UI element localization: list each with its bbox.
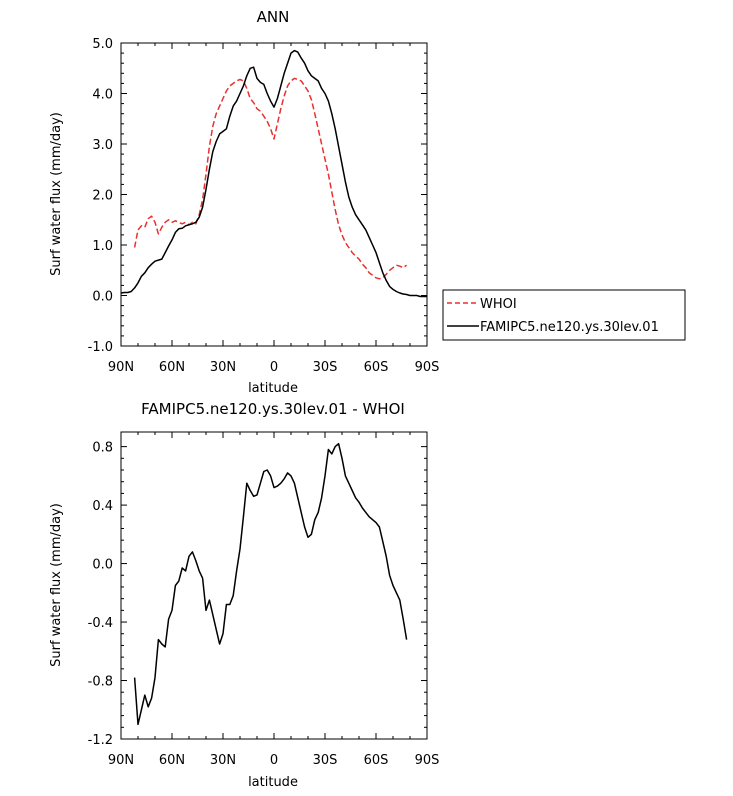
top-y-tick-labels: -1.0 0.0 1.0 2.0 3.0 4.0 5.0 (88, 37, 113, 355)
bottom-y-axis-label: Surf water flux (mm/day) (49, 503, 64, 667)
bottom-x-tick-label: 30N (210, 753, 236, 768)
top-y-tick-label: 4.0 (92, 88, 113, 103)
top-x-tick-label: 0 (270, 360, 278, 375)
bottom-x-tick-labels: 90N 60N 30N 0 30S 60S 90S (108, 753, 440, 768)
legend: WHOI FAMIPC5.ne120.ys.30lev.01 (442, 289, 686, 341)
bottom-x-tick-label: 90N (108, 753, 134, 768)
bottom-y-tick-label: 0.4 (92, 499, 113, 514)
bottom-y-tick-label: -1.2 (88, 733, 113, 748)
bottom-axis-ticks (120, 432, 428, 740)
top-x-axis-label: latitude (248, 381, 298, 396)
top-x-tick-label: 60N (159, 360, 185, 375)
legend-label-model: FAMIPC5.ne120.ys.30lev.01 (480, 320, 659, 335)
top-series-line-1 (120, 49, 427, 298)
top-x-tick-label: 60S (364, 360, 389, 375)
bottom-x-tick-label: 0 (270, 753, 278, 768)
top-y-tick-label: 5.0 (92, 37, 113, 52)
bottom-y-tick-labels: -1.2 -0.8 -0.4 0.0 0.4 0.8 (88, 441, 113, 748)
top-y-tick-label: -1.0 (88, 340, 113, 355)
top-x-tick-label: 90S (415, 360, 440, 375)
bottom-y-tick-label: 0.8 (92, 441, 113, 456)
top-chart-panel: ANN -1.0 0.0 1.0 2.0 3.0 4.0 5.0 90N 60N 30N 0 30S… (49, 8, 686, 396)
top-plot-frame (120, 42, 428, 347)
top-chart-title: ANN (257, 8, 290, 26)
top-series-lines (120, 49, 427, 298)
bottom-series-lines (133, 442, 408, 726)
bottom-chart-title: FAMIPC5.ne120.ys.30lev.01 - WHOI (141, 400, 405, 418)
top-x-tick-label: 30N (210, 360, 236, 375)
legend-label-whoi: WHOI (480, 297, 517, 312)
top-y-tick-label: 0.0 (92, 290, 113, 305)
top-y-tick-label: 3.0 (92, 138, 113, 153)
bottom-x-tick-label: 60N (159, 753, 185, 768)
bottom-series-line-0 (133, 442, 408, 726)
top-x-tick-label: 90N (108, 360, 134, 375)
bottom-x-tick-label: 90S (415, 753, 440, 768)
bottom-chart-panel: FAMIPC5.ne120.ys.30lev.01 - WHOI -1.2 -0.… (49, 400, 439, 790)
bottom-y-tick-label: -0.8 (88, 675, 113, 690)
bottom-y-tick-label: 0.0 (92, 558, 113, 573)
legend-box (442, 289, 686, 341)
bottom-y-tick-label: -0.4 (88, 616, 113, 631)
top-y-tick-label: 2.0 (92, 189, 113, 204)
top-y-tick-label: 1.0 (92, 239, 113, 254)
bottom-x-tick-label: 60S (364, 753, 389, 768)
bottom-plot-frame (120, 431, 428, 740)
top-x-tick-label: 30S (313, 360, 338, 375)
top-axis-ticks (120, 42, 428, 347)
top-y-axis-label: Surf water flux (mm/day) (49, 112, 64, 276)
top-series-line-0 (133, 77, 408, 280)
bottom-x-tick-label: 30S (313, 753, 338, 768)
top-x-tick-labels: 90N 60N 30N 0 30S 60S 90S (108, 360, 440, 375)
bottom-x-axis-label: latitude (248, 775, 298, 790)
